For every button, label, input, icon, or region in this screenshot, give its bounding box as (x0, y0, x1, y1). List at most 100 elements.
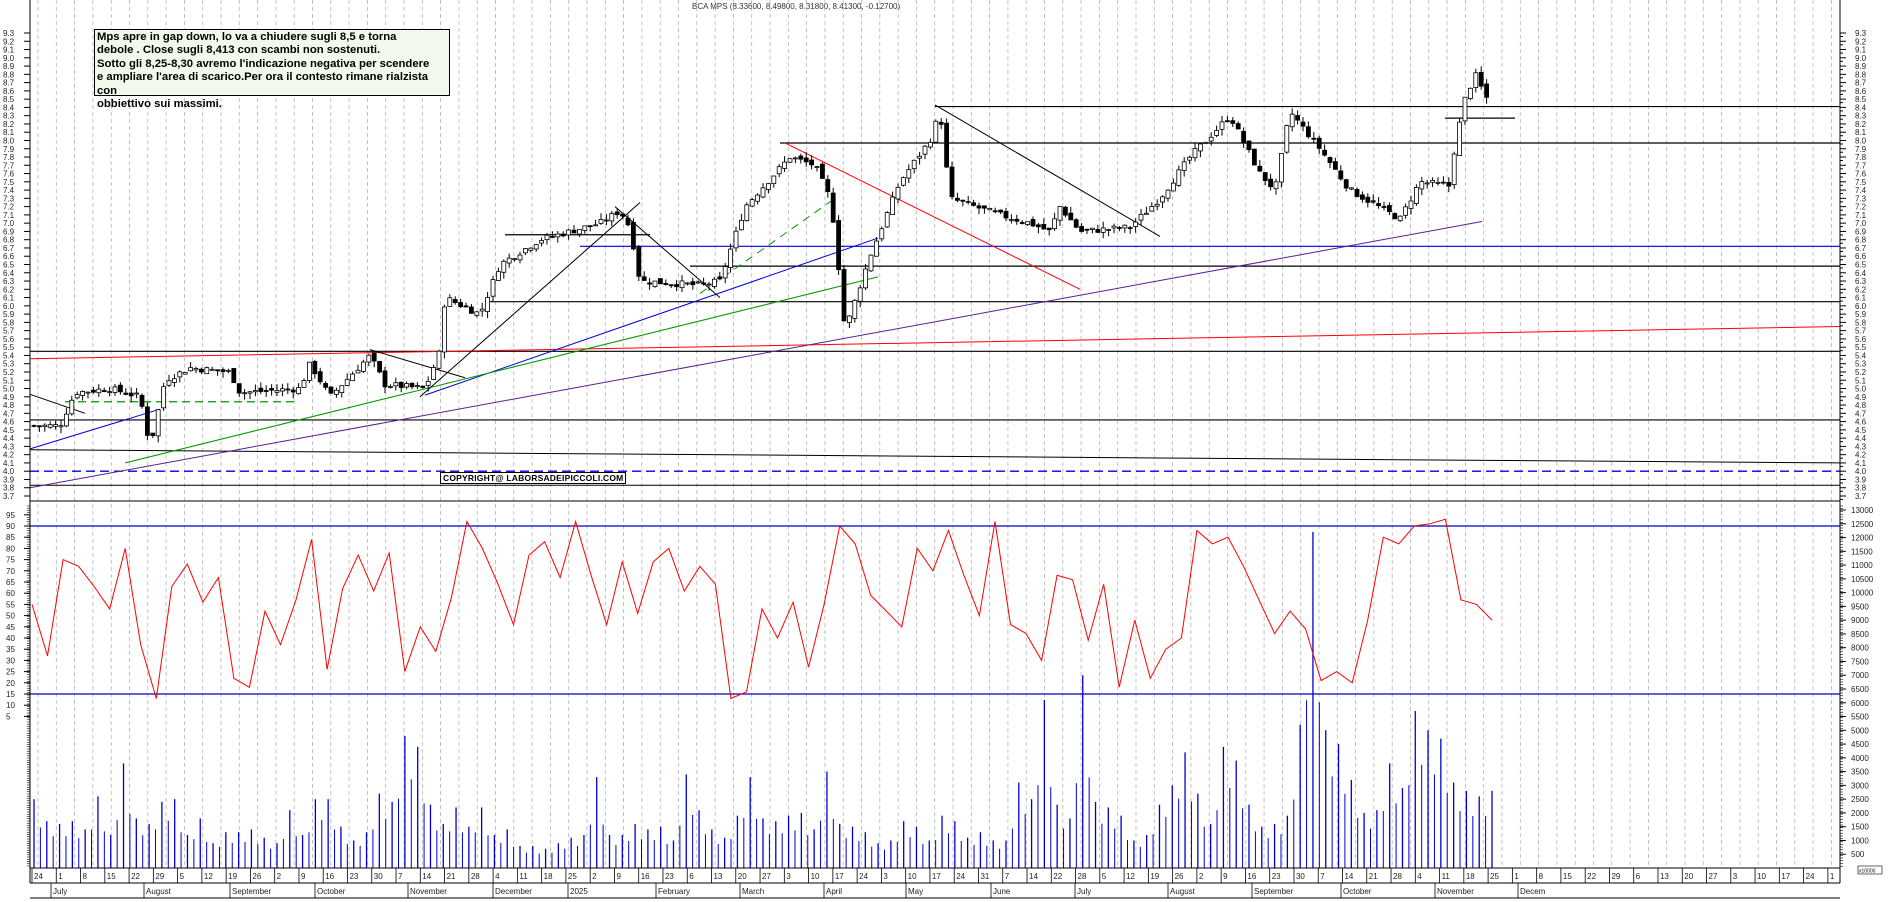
svg-text:June: June (993, 887, 1011, 896)
svg-text:2: 2 (592, 872, 597, 881)
svg-text:7500: 7500 (1851, 657, 1869, 666)
svg-text:x10000: x10000 (1859, 869, 1876, 875)
analysis-annotation: Mps apre in gap down, lo va a chiudere s… (94, 29, 450, 110)
svg-text:4.0: 4.0 (1855, 467, 1867, 476)
svg-text:11: 11 (1442, 872, 1451, 881)
svg-text:25: 25 (6, 668, 15, 677)
svg-text:27: 27 (762, 872, 771, 881)
svg-text:8.4: 8.4 (1855, 103, 1867, 112)
svg-text:7.4: 7.4 (3, 186, 15, 195)
svg-text:10500: 10500 (1851, 575, 1874, 584)
svg-text:6.6: 6.6 (3, 252, 15, 261)
svg-text:5: 5 (1102, 872, 1107, 881)
oscillator-line (31, 518, 1493, 700)
svg-text:6500: 6500 (1851, 685, 1869, 694)
svg-text:December: December (495, 887, 532, 896)
svg-text:1000: 1000 (1851, 836, 1869, 845)
price-axis: 9.39.39.29.29.19.19.09.08.98.98.88.88.78… (3, 29, 1867, 501)
svg-text:4.8: 4.8 (3, 401, 15, 410)
svg-text:July: July (53, 887, 67, 896)
svg-text:7.3: 7.3 (3, 194, 15, 203)
svg-text:7: 7 (1005, 872, 1010, 881)
svg-text:12: 12 (204, 872, 213, 881)
svg-text:April: April (826, 887, 842, 896)
svg-text:4.2: 4.2 (3, 451, 15, 460)
svg-text:6.0: 6.0 (3, 302, 15, 311)
svg-text:7.6: 7.6 (3, 170, 15, 179)
svg-text:10: 10 (908, 872, 917, 881)
svg-text:16: 16 (1247, 872, 1256, 881)
svg-text:15: 15 (1563, 872, 1572, 881)
svg-text:15: 15 (107, 872, 116, 881)
svg-text:85: 85 (6, 533, 15, 542)
svg-text:60: 60 (6, 589, 15, 598)
svg-text:21: 21 (1369, 872, 1378, 881)
svg-text:17: 17 (1781, 872, 1790, 881)
svg-text:5.6: 5.6 (1855, 335, 1867, 344)
svg-text:9.0: 9.0 (3, 54, 15, 63)
svg-text:3.7: 3.7 (1855, 492, 1867, 501)
svg-text:31: 31 (980, 872, 989, 881)
svg-text:14: 14 (1029, 872, 1038, 881)
svg-text:4.4: 4.4 (1855, 434, 1867, 443)
svg-text:7.5: 7.5 (1855, 178, 1867, 187)
svg-text:7: 7 (398, 872, 403, 881)
svg-text:9.1: 9.1 (3, 46, 15, 55)
svg-text:Decem: Decem (1520, 887, 1546, 896)
svg-text:4.8: 4.8 (1855, 401, 1867, 410)
svg-text:6.4: 6.4 (1855, 269, 1867, 278)
svg-text:4: 4 (495, 872, 500, 881)
svg-text:6.2: 6.2 (1855, 285, 1867, 294)
svg-text:80: 80 (6, 544, 15, 553)
svg-text:8.3: 8.3 (1855, 112, 1867, 121)
svg-text:4.1: 4.1 (1855, 459, 1867, 468)
svg-text:7.1: 7.1 (3, 211, 15, 220)
svg-text:7.1: 7.1 (1855, 211, 1867, 220)
svg-text:22: 22 (131, 872, 140, 881)
svg-text:5.8: 5.8 (3, 318, 15, 327)
svg-text:5.9: 5.9 (1855, 310, 1867, 319)
svg-text:7.6: 7.6 (1855, 170, 1867, 179)
svg-text:8.0: 8.0 (1855, 136, 1867, 145)
chart-title: BCA MPS (8.33600, 8.49800, 8.31800, 8.41… (692, 2, 901, 11)
svg-text:5.6: 5.6 (3, 335, 15, 344)
svg-text:1: 1 (1830, 872, 1835, 881)
svg-text:5.5: 5.5 (3, 343, 15, 352)
svg-text:6.8: 6.8 (3, 236, 15, 245)
svg-text:February: February (658, 887, 690, 896)
svg-text:95: 95 (6, 511, 15, 520)
svg-text:28: 28 (471, 872, 480, 881)
svg-text:4.7: 4.7 (1855, 409, 1867, 418)
svg-text:9500: 9500 (1851, 602, 1869, 611)
svg-text:9: 9 (1223, 872, 1228, 881)
svg-text:29: 29 (155, 872, 164, 881)
svg-text:55: 55 (6, 600, 15, 609)
svg-text:17: 17 (932, 872, 941, 881)
svg-text:19: 19 (228, 872, 237, 881)
svg-text:6: 6 (689, 872, 694, 881)
svg-text:8.6: 8.6 (3, 87, 15, 96)
svg-text:7: 7 (1320, 872, 1325, 881)
svg-text:8.4: 8.4 (3, 103, 15, 112)
svg-text:7.8: 7.8 (1855, 153, 1867, 162)
svg-text:26: 26 (252, 872, 261, 881)
svg-text:6.5: 6.5 (3, 261, 15, 270)
svg-text:3500: 3500 (1851, 768, 1869, 777)
svg-text:9.3: 9.3 (1855, 29, 1867, 38)
svg-text:3000: 3000 (1851, 781, 1869, 790)
svg-text:14: 14 (422, 872, 431, 881)
svg-text:35: 35 (6, 645, 15, 654)
svg-text:30: 30 (374, 872, 383, 881)
svg-text:8.9: 8.9 (1855, 62, 1867, 71)
svg-text:August: August (1170, 887, 1196, 896)
svg-text:7.4: 7.4 (1855, 186, 1867, 195)
svg-text:7.3: 7.3 (1855, 194, 1867, 203)
svg-text:21: 21 (447, 872, 456, 881)
svg-text:11000: 11000 (1851, 561, 1873, 570)
svg-text:9.2: 9.2 (3, 37, 15, 46)
svg-text:October: October (1343, 887, 1372, 896)
svg-text:5500: 5500 (1851, 713, 1869, 722)
svg-text:22: 22 (1587, 872, 1596, 881)
volume-bars (33, 532, 1493, 868)
svg-text:12: 12 (1126, 872, 1135, 881)
